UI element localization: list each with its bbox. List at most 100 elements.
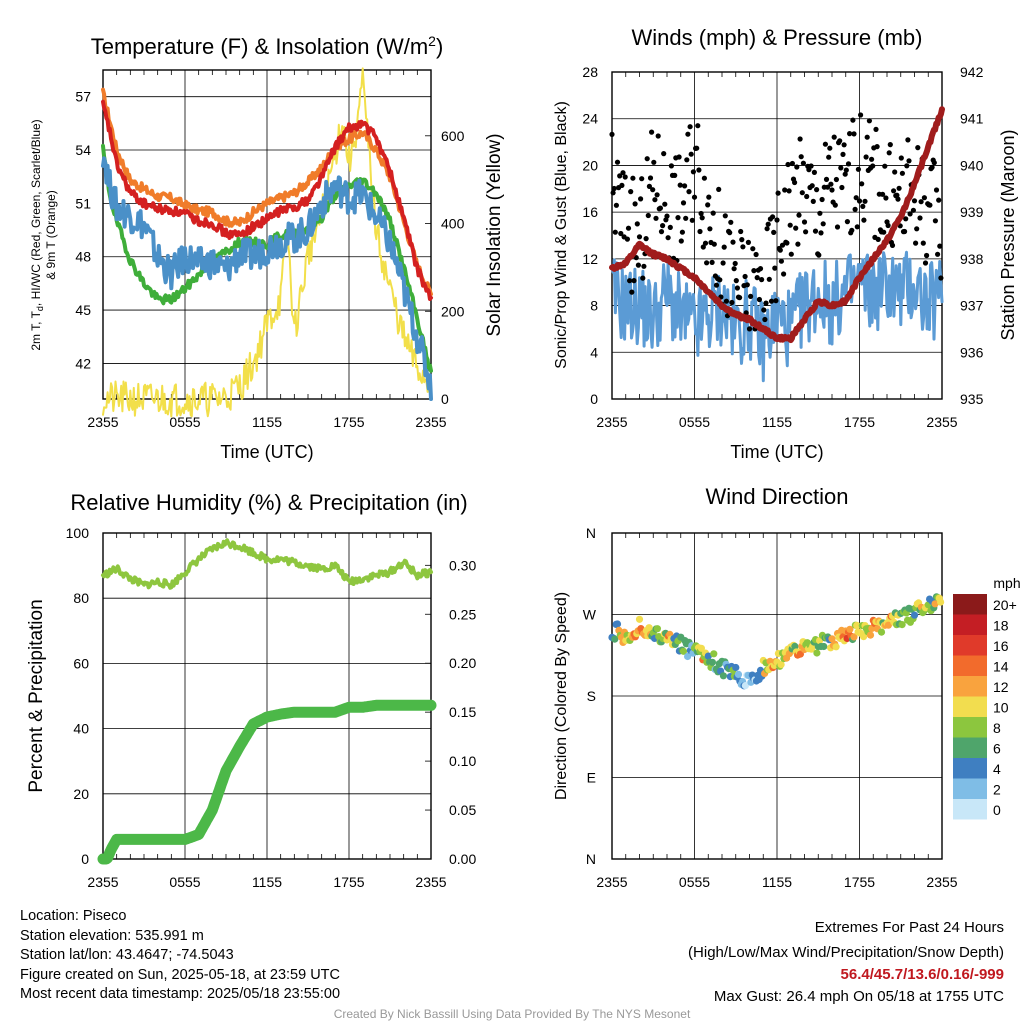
- wind-direction-point: [796, 650, 805, 658]
- wind-gust-point: [772, 265, 778, 271]
- direction-panel-title: Wind Direction: [705, 484, 848, 509]
- wind-direction-point: [635, 615, 644, 623]
- wind-gust-point: [756, 296, 763, 303]
- speed-legend-swatch: [953, 696, 987, 717]
- wind-gust-point: [825, 184, 831, 190]
- wind-gust-point: [861, 217, 867, 223]
- wind-gust-point: [880, 191, 886, 197]
- pressure-y-tick-label: 941: [960, 111, 984, 127]
- wind-gust-point: [833, 176, 840, 183]
- wind-gust-point: [644, 156, 650, 162]
- wind-gust-point: [737, 295, 743, 301]
- wind-panel-x-tick-label: 2355: [926, 414, 957, 430]
- wind-gust-point: [858, 112, 864, 118]
- temp-x-axis-label: Time (UTC): [220, 442, 313, 462]
- precip-y-tick-label: 0.10: [449, 753, 476, 769]
- wind-direction-point: [734, 670, 743, 679]
- wind-direction-point: [850, 633, 858, 641]
- nine-meter-temp-line: [101, 87, 433, 297]
- rh-y-tick-label: 100: [66, 525, 90, 541]
- speed-legend-label: 16: [993, 638, 1009, 654]
- wind-gust-point: [660, 223, 666, 229]
- heat-index-windchill-line: [101, 156, 433, 401]
- pressure-y-tick-label: 937: [960, 298, 984, 314]
- wind-gust-point: [678, 238, 684, 244]
- wind-direction-point: [866, 631, 875, 639]
- wind-direction-point: [846, 625, 854, 633]
- wind-direction-point: [704, 652, 712, 660]
- wind-gust-point: [711, 241, 717, 247]
- wind-gust-point: [706, 194, 712, 200]
- wind-gust-point: [699, 215, 705, 221]
- temp-panel-x-tick-label: 2355: [87, 414, 118, 430]
- temp-y-tick-label: 42: [75, 355, 91, 371]
- wind-gust-point: [754, 275, 760, 281]
- wind-gust-point: [619, 182, 625, 188]
- wind-y-tick-label: 4: [590, 344, 598, 360]
- wind-gust-point: [808, 163, 814, 169]
- wind-gust-point: [935, 251, 941, 257]
- temp-y-tick-label: 54: [75, 142, 91, 158]
- wind-direction-point: [777, 661, 785, 669]
- wind-gust-point: [689, 217, 695, 223]
- wind-gust-point: [631, 278, 637, 284]
- speed-legend-swatch: [953, 676, 987, 697]
- wind-y-tick-label: 0: [590, 391, 598, 407]
- wind-gust-point: [733, 278, 739, 284]
- precip-y-tick-label: 0.05: [449, 802, 476, 818]
- rh-series-group: [97, 538, 437, 865]
- wind-gust-point: [753, 251, 759, 258]
- wind-gust-point: [773, 298, 779, 304]
- wind-gust-point: [896, 185, 902, 191]
- wind-gust-point: [613, 202, 620, 208]
- wind-direction-point: [719, 672, 728, 680]
- wind-direction-point: [684, 652, 692, 661]
- credit-label: Created By Nick Bassill Using Data Provi…: [333, 1007, 691, 1021]
- wind-gust-point: [652, 197, 658, 203]
- wind-gust-point: [852, 206, 858, 212]
- wind-gust-point: [720, 260, 726, 266]
- wind-gust-point: [795, 241, 801, 247]
- wind-gust-point: [777, 247, 783, 253]
- wind-direction-point: [877, 628, 886, 636]
- wind-gust-point: [665, 235, 671, 241]
- wind-gust-point: [759, 277, 765, 283]
- direction-y-tick-label: E: [587, 770, 596, 786]
- temp-panel-x-tick-label: 2355: [415, 414, 446, 430]
- wind-gust-point: [933, 187, 940, 193]
- speed-legend-title: mph: [993, 575, 1020, 591]
- wind-direction-point: [613, 620, 622, 628]
- wind-gust-point: [774, 217, 780, 223]
- pressure-y-tick-label: 942: [960, 64, 984, 80]
- wind-gust-point: [843, 167, 849, 173]
- wind-y-tick-label: 8: [590, 298, 598, 314]
- direction-series-group: [608, 593, 945, 690]
- wind-gust-point: [856, 198, 863, 204]
- wind-gust-point: [811, 169, 818, 175]
- temp-panel-x-tick-label: 0555: [169, 414, 200, 430]
- wind-gust-point: [630, 175, 636, 181]
- pressure-y-tick-label: 938: [960, 251, 984, 267]
- insolation-y-tick-label: 400: [441, 216, 465, 232]
- wind-gust-point: [891, 188, 897, 194]
- wind-y-tick-label: 16: [582, 204, 598, 220]
- speed-legend-swatch: [953, 614, 987, 635]
- wind-gust-point: [707, 226, 713, 232]
- wind-gust-point: [869, 156, 875, 162]
- speed-legend-swatch: [953, 758, 987, 779]
- wind-gust-point: [903, 216, 909, 222]
- wind-gust-point: [794, 164, 800, 170]
- wind-gust-point: [614, 159, 621, 165]
- wind-gust-point: [655, 133, 661, 139]
- wind-panel-x-tick-label: 0555: [679, 414, 710, 430]
- wind-gust-point: [617, 173, 623, 179]
- insolation-y-tick-label: 200: [441, 303, 465, 319]
- wind-gust-point: [632, 201, 638, 207]
- wind-direction-point: [937, 598, 945, 606]
- rh-y-axis-label: Percent & Precipitation: [26, 599, 47, 792]
- extremes-title: Extremes For Past 24 Hours: [814, 919, 1004, 936]
- direction-y-axis-label: Direction (Colored By Speed): [553, 592, 570, 800]
- wind-gust-point: [728, 219, 734, 225]
- temp-panel-title: Temperature (F) & Insolation (W/m2): [91, 33, 444, 59]
- wind-gust-point: [690, 169, 697, 175]
